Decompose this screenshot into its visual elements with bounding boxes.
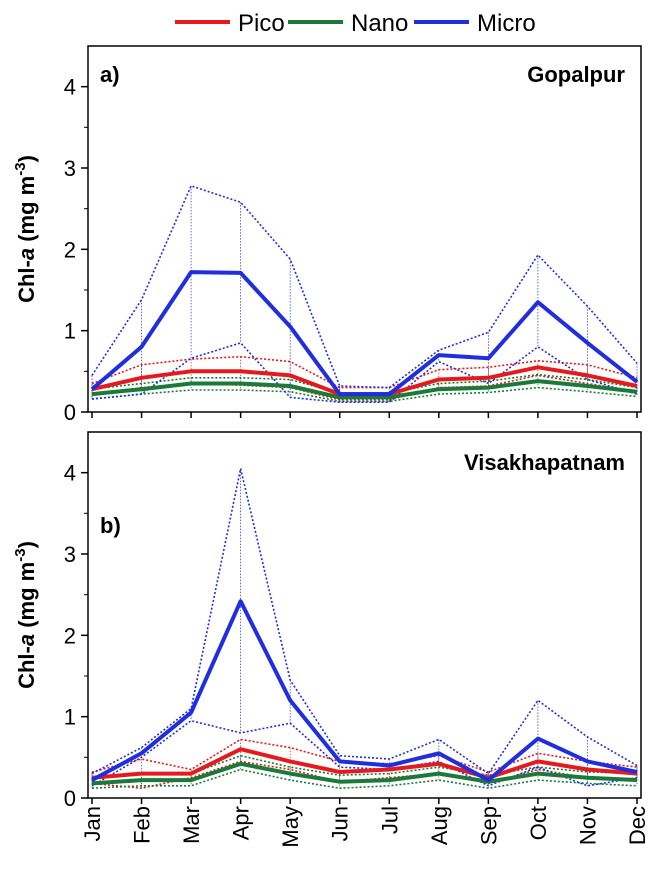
series-line-nano-b [91,761,638,786]
x-tick-labels: Jan Feb Mar Apr May Jun Jul Aug Sep Oct Nov Dec [80,806,650,848]
upper-bound-micro-b [91,468,638,775]
x-tick-label: Feb [130,806,155,844]
upper-bound-micro-a [91,184,638,389]
x-tick-label: Aug [427,806,452,845]
y-tick-label-b: 2 [64,623,76,648]
series-line-nano-a [91,379,638,400]
x-tick-label: Jan [80,806,105,841]
panel-label-a: a) [100,62,120,87]
lower-bound-micro-a [91,341,638,403]
x-tick-label: May [278,806,303,848]
x-tick-label: Nov [575,806,600,845]
y-tick-label-b: 0 [64,786,76,811]
panel-visakhapatnam: 0 1 2 3 4 Chl-a (mg m-3) b) Visakhapatnam [12,431,642,811]
panel-gopalpur: 0 1 2 3 4 Chl-a (mg m-3) a) Gopalpur [12,45,642,425]
upper-bound-pico-a [91,355,638,389]
x-tick-label: Dec [625,806,650,845]
legend-label-nano: Nano [351,10,408,37]
series-line-micro-b [91,599,638,783]
x-tick-label: Jul [377,806,402,834]
y-tick-label-a: 0 [64,400,76,425]
x-tick-label: Jun [328,806,353,841]
legend-label-micro: Micro [477,10,536,37]
upper-bound-pico-b [91,738,638,773]
plot-frame-b [87,431,642,799]
legend-label-pico: Pico [238,10,285,37]
series-line-micro-a [90,270,639,397]
panel-label-b: b) [100,513,121,538]
station-title-b: Visakhapatnam [464,450,625,475]
y-axis-label-b: Chl-a (mg m-3) [12,541,39,689]
y-tick-label-a: 2 [64,237,76,262]
y-tick-label-b: 1 [64,705,76,730]
x-tick-label: Oct [526,806,551,840]
series-line-pico-b [91,747,638,780]
y-tick-label-a: 1 [64,319,76,344]
legend: Pico Nano Micro [175,10,536,37]
lower-bound-micro-b [91,719,638,787]
x-tick-label: Apr [229,806,254,840]
y-tick-label-b: 4 [64,461,76,486]
x-tick-label: Sep [476,806,501,845]
lower-bound-nano-a [91,386,638,403]
plot-frame-a [87,45,642,413]
y-axis-label-a: Chl-a (mg m-3) [12,155,39,303]
y-tick-label-b: 3 [64,542,76,567]
y-tick-label-a: 4 [64,75,76,100]
station-title-a: Gopalpur [527,62,625,87]
y-tick-label-a: 3 [64,156,76,181]
x-tick-label: Mar [179,806,204,844]
upper-bound-nano-b [91,754,638,779]
lower-bound-nano-b [91,768,638,790]
